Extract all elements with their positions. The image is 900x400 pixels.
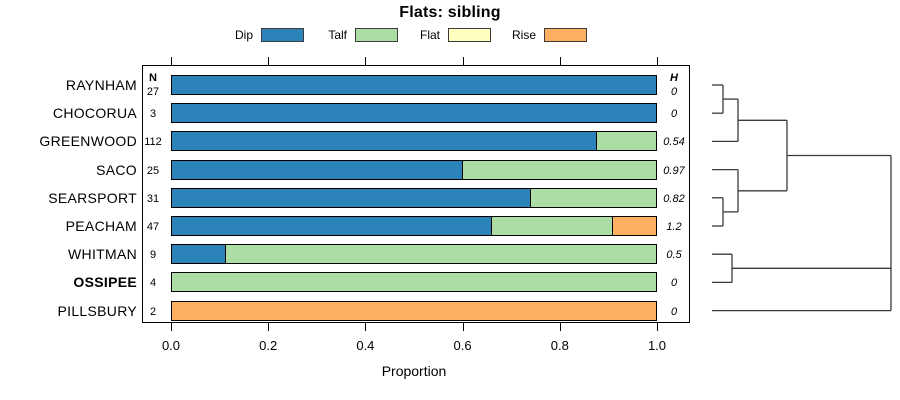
x-tick-bottom [268, 323, 270, 331]
x-tick-top [657, 57, 658, 65]
x-tick-top [268, 57, 270, 65]
column-value: 9 [149, 249, 157, 262]
bar-raynham [171, 75, 657, 95]
chart-title: Flats: sibling [399, 4, 501, 21]
legend-item-talf: Talf [313, 27, 398, 42]
x-tick-bottom [559, 323, 561, 331]
category-label: CHOCORUA [52, 105, 137, 122]
bar-segment-dip [172, 245, 226, 264]
x-tick-label: 0.6 [453, 338, 472, 353]
x-axis-title: Proportion [381, 363, 447, 379]
category-label: SACO [96, 161, 137, 178]
bar-greenwood [171, 131, 657, 152]
bar-chocorua [171, 103, 657, 124]
bar-segment-talf [172, 273, 656, 292]
bar-peacham [171, 216, 657, 236]
column-value: 0.97 [663, 164, 685, 177]
x-tick-bottom [365, 323, 367, 331]
bar-searsport [171, 187, 657, 208]
bar-segment-talf [491, 217, 613, 235]
bar-segment-talf [595, 132, 656, 151]
category-label: WHITMAN [68, 246, 137, 263]
x-tick-top [559, 57, 561, 65]
x-tick-label: 0.2 [259, 338, 278, 353]
column-header: H [670, 72, 678, 84]
bar-segment-rise [172, 301, 656, 320]
category-label: RAYNHAM [65, 77, 137, 93]
bar-pillsbury [171, 300, 657, 321]
column-header: N [149, 72, 157, 84]
column-value: 112 [144, 136, 162, 149]
bar-segment-dip [172, 76, 656, 94]
column-value: 3 [149, 108, 157, 121]
legend-swatch [448, 27, 491, 42]
column-value: 0 [670, 108, 678, 121]
x-tick-label: 1.0 [647, 338, 667, 353]
category-label: SEARSPORT [48, 189, 137, 206]
legend-swatch [355, 27, 398, 42]
legend-label: Talf [328, 27, 347, 42]
column-value: 0 [670, 86, 678, 98]
x-tick-top [462, 57, 464, 65]
legend-swatch [544, 27, 587, 42]
category-label: GREENWOOD [39, 133, 137, 150]
bar-ossipee [171, 272, 657, 293]
column-value: 25 [146, 164, 160, 177]
bar-segment-talf [462, 160, 656, 179]
category-label: OSSIPEE [73, 274, 137, 291]
column-value: 31 [146, 192, 160, 205]
column-value: 1.2 [666, 221, 682, 233]
legend-label: Rise [511, 27, 536, 42]
legend-item-rise: Rise [502, 27, 587, 42]
bar-whitman [171, 244, 657, 265]
column-value: 4 [149, 277, 157, 290]
x-tick-label: 0.8 [550, 338, 569, 353]
x-tick-label: 0.4 [356, 338, 375, 353]
legend-label: Dip [234, 27, 253, 42]
column-value: 0.54 [663, 136, 685, 149]
x-tick-bottom [657, 323, 658, 331]
legend-item-dip: Dip [219, 27, 304, 42]
bar-segment-rise [612, 217, 656, 235]
bar-segment-dip [172, 188, 531, 207]
column-value: 47 [146, 221, 160, 233]
plot-area-border [142, 65, 690, 323]
bar-segment-dip [172, 104, 656, 123]
x-tick-top [365, 57, 367, 65]
bar-segment-talf [530, 188, 656, 207]
column-value: 27 [146, 86, 160, 98]
bar-saco [171, 159, 657, 180]
column-value: 0 [670, 305, 678, 318]
x-tick-top [171, 57, 172, 65]
column-value: 0.5 [666, 249, 682, 262]
legend-label: Flat [419, 27, 440, 42]
bar-segment-dip [172, 132, 596, 151]
column-value: 2 [149, 305, 157, 318]
bar-segment-dip [172, 217, 492, 235]
legend-swatch [261, 27, 304, 42]
x-tick-bottom [171, 323, 172, 331]
bar-segment-dip [172, 160, 463, 179]
x-tick-bottom [462, 323, 464, 331]
x-tick-label: 0.0 [161, 338, 181, 353]
legend-item-flat: Flat [406, 27, 491, 42]
column-value: 0 [670, 277, 678, 290]
column-value: 0.82 [663, 192, 685, 205]
category-label: PEACHAM [65, 218, 137, 234]
category-label: PILLSBURY [57, 302, 137, 319]
bar-segment-talf [225, 245, 656, 264]
